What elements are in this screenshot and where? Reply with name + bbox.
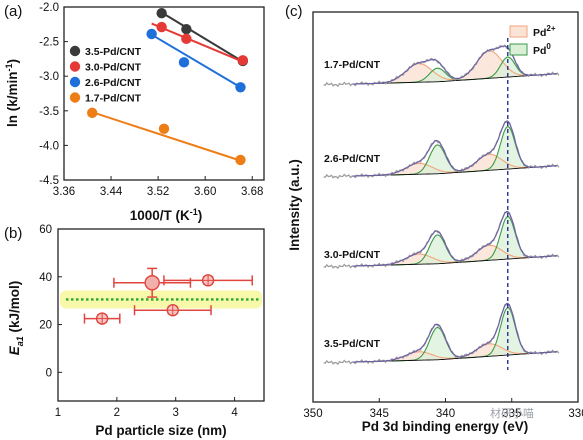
panel-a-point — [87, 107, 98, 119]
panel-c-legend-swatch — [509, 43, 528, 56]
panel-a-fit-line — [151, 22, 244, 63]
panel-label-b: (b) — [4, 225, 22, 242]
panel-a-point — [156, 21, 167, 33]
panel-a-xlabel: 1000/T (K-1) — [130, 207, 203, 223]
panel-a-legend-marker — [69, 61, 81, 72]
panel-c-pd0-fill — [352, 126, 557, 176]
panel-a-legend-label: 3.0-Pd/CNT — [85, 62, 142, 74]
panel-c-xtick-label: 350 — [303, 408, 322, 420]
panel-a-legend-label: 2.6-Pd/CNT — [85, 77, 142, 89]
panel-label-c: (c) — [285, 3, 303, 20]
panel-c-chart: 350 345 340 335 330 1.7-Pd/CNT 2.6-Pd/CNT 3.0-… — [287, 11, 583, 434]
panel-b-ytick-label: 60 — [39, 224, 52, 236]
panel-a-point — [156, 8, 167, 19]
panel-b-point — [144, 275, 160, 291]
panel-c-pd0-fill — [352, 216, 557, 266]
panel-a-chart: 3.36 3.44 3.52 3.60 3.68 -2.0 -2.5 -3.0 -3.5 -4.0… — [4, 2, 265, 223]
panel-c-sample-label: 1.7-Pd/CNT — [324, 59, 381, 71]
panel-c-pd0-fill — [352, 307, 557, 362]
panel-c-legend-label: Pd2+ — [533, 24, 556, 39]
panel-a-fit-line — [151, 33, 241, 89]
panel-b-xlabel: Pd particle size (nm) — [95, 423, 226, 438]
panel-a-legend-marker — [69, 45, 81, 57]
panel-a-ylabel: ln (k/min-1) — [4, 59, 20, 127]
panel-c-xtick-label: 330 — [568, 408, 583, 420]
panel-a-point — [237, 55, 249, 66]
panel-a-ytick-label: -2.5 — [39, 37, 59, 49]
panel-a-point — [235, 154, 246, 166]
panel-c-legend-label: Pd0 — [533, 42, 551, 57]
panel-a-ytick-label: -4.5 — [39, 175, 59, 187]
panel-b-frame — [57, 228, 265, 402]
panel-a-fit-line — [91, 111, 241, 162]
panel-c-pd0-fill — [352, 57, 557, 84]
panel-label-a: (a) — [4, 3, 22, 20]
panel-b-ytick-label: 40 — [39, 272, 52, 284]
panel-a-legend-marker — [69, 76, 81, 88]
panel-b-xtick-label: 2 — [114, 407, 120, 419]
panel-a-fit-line — [161, 11, 244, 63]
panel-a-point — [146, 28, 157, 40]
panel-c-xtick-label: 345 — [370, 408, 389, 420]
panel-a-legend-marker — [69, 92, 81, 103]
panel-c-fit-envelope — [352, 302, 557, 363]
panel-c-sample-label: 2.6-Pd/CNT — [324, 153, 381, 165]
panel-a-ytick-label: -3.0 — [39, 71, 59, 83]
panel-c-sample-label: 3.5-Pd/CNT — [324, 338, 381, 350]
panel-a-frame — [63, 6, 265, 181]
panel-b-xtick-label: 1 — [55, 407, 61, 419]
panel-b-xtick-label: 4 — [231, 407, 238, 419]
panel-c-ylabel: Intensity (a.u.) — [287, 159, 302, 251]
panel-c-pd0-component — [352, 215, 557, 267]
panel-a-legend-label: 3.5-Pd/CNT — [85, 46, 142, 58]
panel-b-ytick-label: 0 — [46, 367, 52, 379]
panel-a-point — [158, 123, 170, 134]
panel-c-fit-envelope — [352, 120, 557, 177]
panel-c-legend-swatch — [509, 25, 528, 38]
panel-c-xtick-label: 340 — [436, 408, 455, 420]
panel-b-ytick-label: 20 — [39, 320, 52, 332]
panel-a-point — [181, 33, 192, 45]
panel-a-point — [181, 23, 192, 35]
panel-a-xtick-label: 3.68 — [241, 186, 263, 198]
panel-a-legend-label: 1.7-Pd/CNT — [85, 93, 142, 105]
panel-c-xtick-label: 335 — [502, 408, 521, 420]
panel-a-xtick-label: 3.52 — [147, 186, 169, 198]
panel-b-xtick-label: 3 — [173, 407, 179, 419]
panel-a-xtick-label: 3.60 — [194, 186, 216, 198]
panel-c-fit-envelope — [352, 210, 557, 267]
panel-a-point — [235, 82, 246, 93]
panel-a-xtick-label: 3.44 — [100, 186, 123, 198]
panel-c-xlabel: Pd 3d binding energy (eV) — [362, 419, 529, 434]
panel-c-fit-envelope — [352, 45, 557, 85]
panel-a-ytick-label: -3.5 — [39, 106, 59, 118]
panel-a-point — [178, 57, 190, 68]
panel-a-ytick-label: -4.0 — [39, 140, 59, 152]
panel-a-xtick-label: 3.36 — [53, 186, 75, 198]
panel-a-ytick-label: -2.0 — [39, 2, 59, 14]
panel-b-ylabel: Ea1 (kJ/mol) — [7, 281, 25, 356]
watermark: 材研小喵 — [490, 406, 534, 420]
panel-c-sample-label: 3.0-Pd/CNT — [324, 249, 381, 261]
